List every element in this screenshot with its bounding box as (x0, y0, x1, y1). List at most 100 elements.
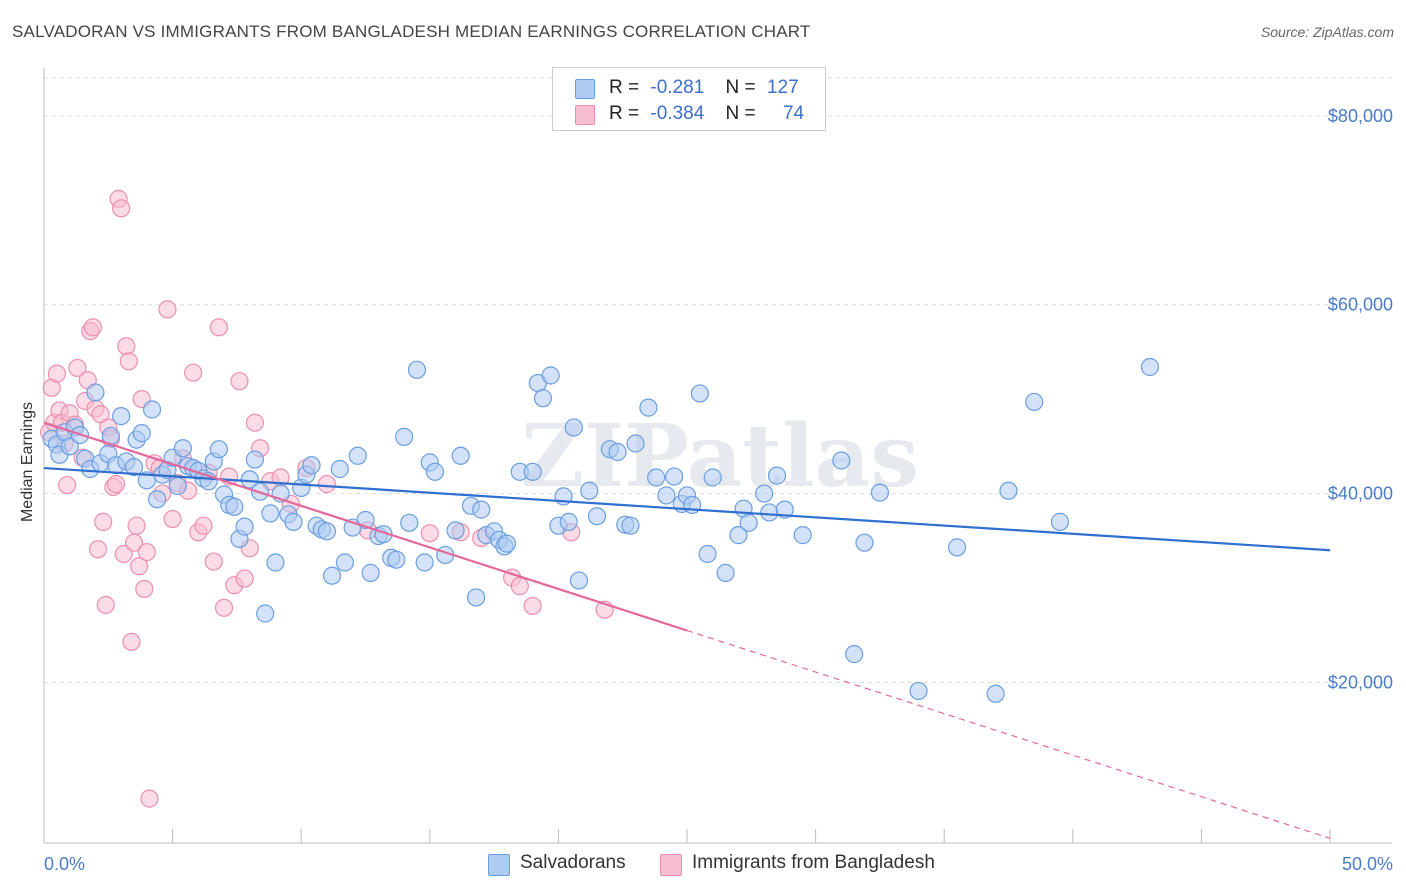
data-point (510, 577, 529, 596)
data-point (214, 598, 234, 617)
legend-r-label: R = (609, 103, 640, 124)
data-point (425, 462, 445, 481)
data-point (559, 512, 578, 531)
data-point (83, 318, 102, 337)
data-point (168, 476, 187, 496)
data-point (832, 451, 851, 470)
data-point (158, 300, 177, 319)
data-point (245, 450, 265, 469)
data-point (541, 366, 560, 385)
trend-line (43, 466, 1331, 552)
data-point (446, 521, 465, 540)
data-point (760, 503, 779, 522)
data-point (119, 352, 138, 371)
y-tick-label: $80,000 (1328, 106, 1393, 126)
data-point (703, 468, 722, 487)
data-point (235, 569, 254, 588)
data-point (235, 517, 254, 536)
data-point (112, 407, 131, 426)
data-point (665, 467, 684, 486)
data-point (870, 483, 890, 502)
data-point (845, 645, 864, 664)
legend-r-value: -0.384 (650, 103, 705, 124)
series-salvadorans-points (42, 357, 1160, 703)
data-point (451, 446, 470, 465)
y-tick-label: $40,000 (1328, 484, 1393, 504)
data-point (225, 497, 244, 516)
legend: R = -0.281 N = 127 R = -0.384 N = 74 (552, 67, 826, 131)
bottom-legend-label: Immigrants from Bangladesh (692, 852, 935, 873)
legend-n-label: N = (725, 103, 756, 124)
bottom-swatch-blue (488, 854, 510, 876)
data-point (497, 534, 517, 553)
data-point (999, 481, 1018, 500)
data-point (472, 500, 491, 519)
data-point (466, 588, 486, 607)
data-point (47, 364, 66, 383)
data-point (1050, 512, 1070, 531)
data-point (909, 681, 928, 701)
chart-source: Source: ZipAtlas.com (1260, 24, 1394, 40)
data-point (317, 475, 337, 494)
data-point (348, 446, 367, 465)
data-point (142, 400, 162, 419)
data-point (775, 500, 794, 519)
data-point (106, 475, 126, 494)
data-point (415, 553, 434, 572)
data-point (58, 475, 77, 495)
data-point (163, 509, 182, 529)
data-point (240, 470, 259, 489)
data-point (580, 481, 599, 500)
x-tick-label: 0.0% (44, 854, 85, 874)
legend-swatch-pink (575, 105, 595, 125)
data-point (302, 456, 321, 475)
data-point (230, 372, 249, 391)
data-point (729, 526, 748, 545)
data-point (739, 513, 758, 532)
data-point (209, 440, 228, 459)
data-point (114, 544, 133, 564)
data-point (317, 522, 337, 541)
data-point (204, 552, 223, 571)
data-point (284, 512, 303, 531)
data-point (245, 413, 265, 432)
data-point (767, 466, 787, 485)
data-point (86, 383, 105, 402)
data-point (523, 596, 542, 616)
data-point (716, 563, 735, 582)
bottom-swatch-pink (660, 854, 682, 876)
data-point (400, 513, 419, 532)
data-point (657, 486, 676, 505)
data-point (173, 439, 192, 458)
data-point (621, 516, 640, 535)
legend-swatch-blue (575, 79, 595, 99)
data-point (947, 538, 967, 557)
trend-line (43, 421, 688, 632)
data-point (122, 632, 141, 651)
y-axis-label: Median Earnings (19, 402, 36, 522)
data-point (986, 684, 1005, 703)
data-point (88, 540, 108, 559)
data-point (626, 434, 645, 453)
data-point (148, 490, 167, 509)
data-point (266, 553, 285, 572)
tick-labels: $20,000 $40,000 $60,000 $80,000 0.0% 50.0% (44, 106, 1393, 874)
data-point (587, 507, 607, 526)
data-point (330, 459, 349, 479)
legend-n-label: N = (725, 77, 756, 98)
legend-n-value: 127 (766, 77, 799, 98)
y-tick-label: $60,000 (1328, 295, 1393, 315)
data-point (647, 468, 666, 487)
data-point (117, 337, 136, 356)
legend-n-value: 74 (782, 103, 805, 124)
axes (43, 68, 1392, 844)
data-point (335, 553, 355, 572)
data-point (140, 789, 159, 808)
data-point (127, 516, 146, 535)
data-point (135, 579, 154, 599)
y-tick-label: $20,000 (1328, 672, 1393, 692)
data-point (184, 363, 203, 382)
data-point (1025, 392, 1044, 412)
legend-r-label: R = (609, 77, 640, 98)
